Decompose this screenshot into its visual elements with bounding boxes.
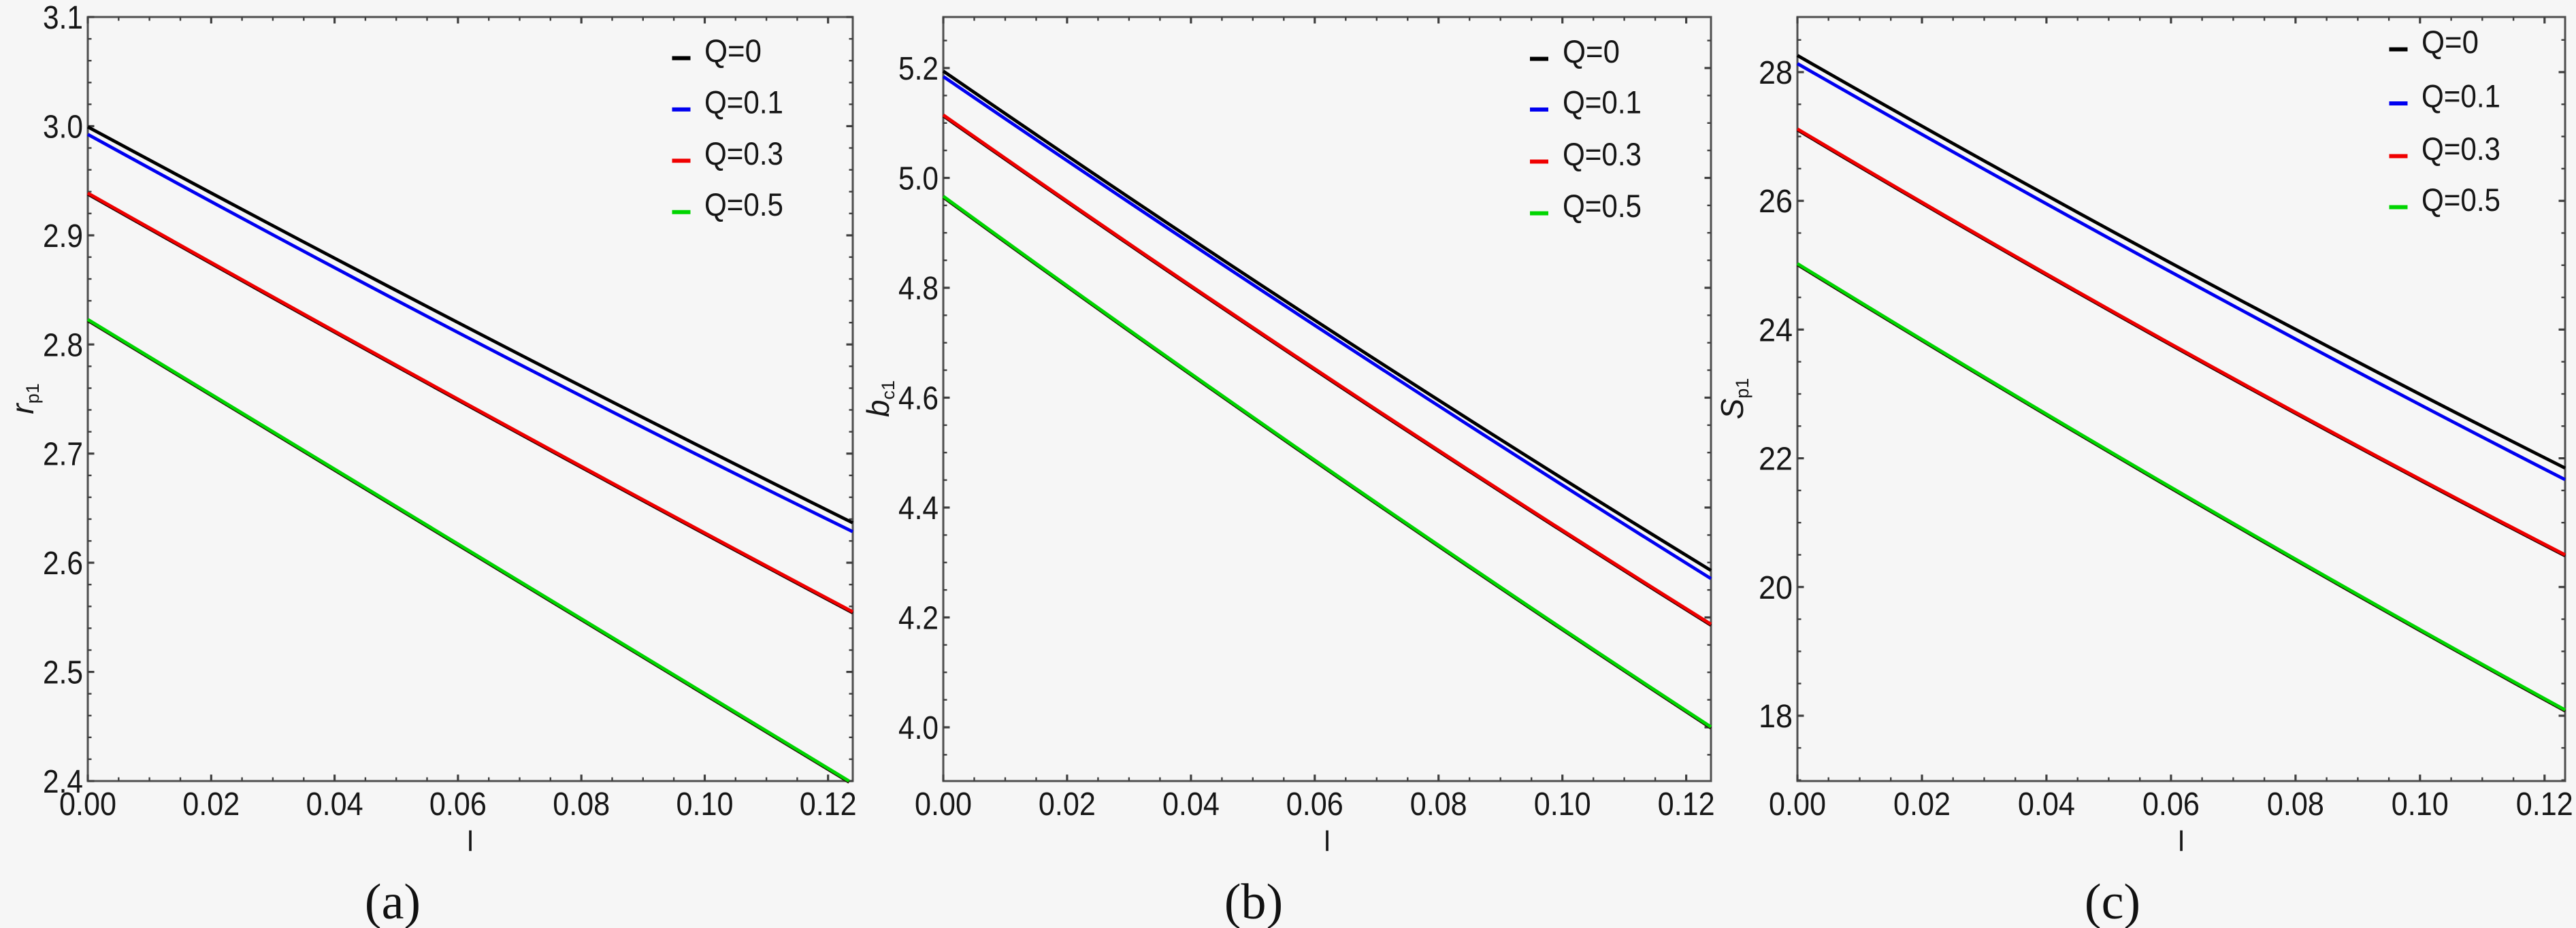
svg-text:0.00: 0.00 [915, 786, 972, 823]
svg-text:0.08: 0.08 [1410, 786, 1467, 823]
svg-text:0.10: 0.10 [2392, 786, 2449, 823]
svg-text:22: 22 [1759, 441, 1793, 478]
svg-text:0.02: 0.02 [182, 786, 240, 823]
svg-text:(b): (b) [1224, 874, 1283, 928]
svg-text:2.4: 2.4 [43, 763, 83, 800]
svg-text:Q=0.1: Q=0.1 [704, 84, 783, 120]
svg-text:0.00: 0.00 [59, 786, 116, 823]
svg-text:Q=0.5: Q=0.5 [2422, 182, 2500, 218]
svg-text:bc1: bc1 [860, 380, 898, 417]
svg-text:l: l [467, 825, 473, 857]
svg-text:Q=0.1: Q=0.1 [2422, 78, 2500, 114]
svg-text:0.04: 0.04 [306, 786, 363, 823]
svg-text:3.0: 3.0 [43, 108, 83, 145]
svg-text:l: l [1324, 825, 1330, 857]
svg-text:0.06: 0.06 [2142, 786, 2200, 823]
svg-text:(a): (a) [365, 874, 421, 928]
svg-text:0.06: 0.06 [1286, 786, 1343, 823]
svg-text:0.02: 0.02 [1893, 786, 1951, 823]
svg-text:20: 20 [1759, 569, 1793, 606]
svg-text:(c): (c) [2085, 874, 2140, 928]
svg-text:2.9: 2.9 [43, 218, 83, 254]
svg-text:4.8: 4.8 [898, 270, 939, 307]
svg-text:3.1: 3.1 [43, 0, 83, 36]
svg-text:Sp1: Sp1 [1714, 378, 1752, 420]
svg-text:18: 18 [1759, 698, 1793, 735]
svg-text:Q=0.3: Q=0.3 [704, 135, 783, 171]
svg-text:26: 26 [1759, 183, 1793, 220]
svg-text:2.7: 2.7 [43, 436, 83, 473]
svg-text:Q=0: Q=0 [2422, 24, 2479, 60]
svg-text:Q=0.5: Q=0.5 [1563, 188, 1642, 224]
svg-text:2.6: 2.6 [43, 545, 83, 582]
svg-text:0.08: 0.08 [553, 786, 610, 823]
svg-text:5.2: 5.2 [898, 50, 939, 87]
svg-text:0.08: 0.08 [2267, 786, 2324, 823]
svg-text:rp1: rp1 [5, 383, 43, 414]
svg-text:0.12: 0.12 [800, 786, 857, 823]
svg-text:2.5: 2.5 [43, 654, 83, 691]
svg-text:0.00: 0.00 [1769, 786, 1826, 823]
svg-text:4.6: 4.6 [898, 380, 939, 417]
svg-text:Q=0: Q=0 [1563, 33, 1620, 69]
svg-text:Q=0: Q=0 [704, 33, 762, 69]
svg-text:Q=0.3: Q=0.3 [2422, 131, 2500, 167]
svg-text:4.0: 4.0 [898, 710, 939, 746]
svg-text:0.04: 0.04 [1162, 786, 1220, 823]
svg-text:0.02: 0.02 [1039, 786, 1096, 823]
svg-text:0.10: 0.10 [676, 786, 734, 823]
svg-text:0.10: 0.10 [1534, 786, 1591, 823]
svg-text:l: l [2178, 825, 2184, 857]
svg-text:5.0: 5.0 [898, 161, 939, 197]
svg-text:0.12: 0.12 [2516, 786, 2573, 823]
svg-text:28: 28 [1759, 54, 1793, 91]
svg-text:Q=0.1: Q=0.1 [1563, 84, 1642, 120]
svg-text:2.8: 2.8 [43, 327, 83, 363]
svg-text:Q=0.3: Q=0.3 [1563, 136, 1642, 172]
svg-text:Q=0.5: Q=0.5 [704, 186, 783, 222]
svg-text:0.06: 0.06 [429, 786, 487, 823]
svg-text:4.4: 4.4 [898, 490, 939, 527]
svg-text:0.12: 0.12 [1658, 786, 1715, 823]
svg-text:24: 24 [1759, 312, 1793, 348]
svg-text:4.2: 4.2 [898, 600, 939, 637]
svg-text:0.04: 0.04 [2018, 786, 2075, 823]
